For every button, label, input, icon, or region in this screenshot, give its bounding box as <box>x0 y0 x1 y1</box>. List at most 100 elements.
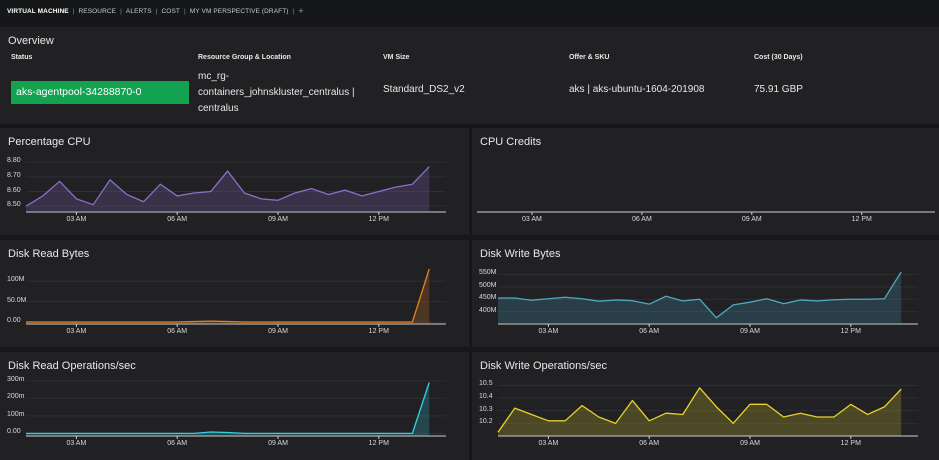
data-point[interactable] <box>547 298 549 300</box>
data-point[interactable] <box>126 193 128 195</box>
data-point[interactable] <box>530 413 532 415</box>
disk-read-bytes-chart[interactable]: 0.00 50.0M 100M 03 AM 06 AM 09 AM 12 PM <box>0 240 469 347</box>
data-point[interactable] <box>900 388 902 390</box>
data-point[interactable] <box>648 420 650 422</box>
data-point[interactable] <box>782 302 784 304</box>
data-point[interactable] <box>226 431 228 433</box>
data-point[interactable] <box>25 321 27 323</box>
data-point[interactable] <box>226 170 228 172</box>
data-point[interactable] <box>665 412 667 414</box>
data-point[interactable] <box>732 304 734 306</box>
data-point[interactable] <box>766 298 768 300</box>
data-point[interactable] <box>260 198 262 200</box>
data-point[interactable] <box>766 403 768 405</box>
data-point[interactable] <box>243 192 245 194</box>
data-point[interactable] <box>75 198 77 200</box>
data-point[interactable] <box>327 193 329 195</box>
data-point[interactable] <box>850 298 852 300</box>
data-point[interactable] <box>394 321 396 323</box>
data-point[interactable] <box>294 192 296 194</box>
series-line[interactable] <box>497 387 902 433</box>
data-point[interactable] <box>25 432 27 434</box>
data-point[interactable] <box>598 416 600 418</box>
data-point[interactable] <box>816 416 818 418</box>
data-point[interactable] <box>310 187 312 189</box>
series-line[interactable] <box>26 268 430 323</box>
data-point[interactable] <box>378 321 380 323</box>
disk-write-bytes-chart[interactable]: 400M 450M 500M 550M 03 AM 06 AM 09 AM 12 PM <box>472 240 939 347</box>
disk-write-ops-chart[interactable]: 10.2 10.3 10.4 10.5 03 AM 06 AM 09 AM 12 PM <box>472 352 939 460</box>
data-point[interactable] <box>497 431 499 433</box>
data-point[interactable] <box>411 321 413 323</box>
data-point[interactable] <box>682 413 684 415</box>
cpu-credits-chart[interactable]: 03 AM 06 AM 09 AM 12 PM <box>472 128 939 235</box>
data-point[interactable] <box>497 297 499 299</box>
data-point[interactable] <box>344 189 346 191</box>
data-point[interactable] <box>614 422 616 424</box>
data-point[interactable] <box>176 321 178 323</box>
status-badge[interactable]: aks-agentpool-34288870-0 <box>11 81 189 104</box>
data-point[interactable] <box>142 201 144 203</box>
data-point[interactable] <box>530 299 532 301</box>
data-point[interactable] <box>193 192 195 194</box>
data-point[interactable] <box>193 320 195 322</box>
data-point[interactable] <box>92 203 94 205</box>
data-point[interactable] <box>226 320 228 322</box>
data-point[interactable] <box>631 399 633 401</box>
data-point[interactable] <box>564 420 566 422</box>
data-point[interactable] <box>598 300 600 302</box>
data-point[interactable] <box>514 297 516 299</box>
data-point[interactable] <box>25 205 27 207</box>
data-point[interactable] <box>581 404 583 406</box>
data-point[interactable] <box>547 420 549 422</box>
tab-my-vm-perspective[interactable]: MY VM PERSPECTIVE (DRAFT) <box>189 7 289 15</box>
data-point[interactable] <box>782 416 784 418</box>
data-point[interactable] <box>564 296 566 298</box>
data-point[interactable] <box>378 190 380 192</box>
series-line[interactable] <box>25 166 430 207</box>
data-point[interactable] <box>732 422 734 424</box>
data-point[interactable] <box>883 298 885 300</box>
data-point[interactable] <box>361 195 363 197</box>
data-point[interactable] <box>833 416 835 418</box>
add-tab-icon[interactable]: + <box>298 6 304 16</box>
data-point[interactable] <box>428 165 430 167</box>
data-point[interactable] <box>193 432 195 434</box>
data-point[interactable] <box>799 299 801 301</box>
data-point[interactable] <box>682 300 684 302</box>
data-point[interactable] <box>428 268 430 270</box>
data-point[interactable] <box>866 413 868 415</box>
data-point[interactable] <box>42 195 44 197</box>
data-point[interactable] <box>176 195 178 197</box>
data-point[interactable] <box>698 387 700 389</box>
data-point[interactable] <box>210 431 212 433</box>
data-point[interactable] <box>581 298 583 300</box>
data-point[interactable] <box>58 180 60 182</box>
data-point[interactable] <box>631 300 633 302</box>
data-point[interactable] <box>698 298 700 300</box>
data-point[interactable] <box>749 301 751 303</box>
data-point[interactable] <box>749 403 751 405</box>
data-point[interactable] <box>614 299 616 301</box>
cpu-chart[interactable]: 8.50 8.60 8.70 8.80 03 AM 06 AM 09 AM 12 PM <box>0 128 469 235</box>
data-point[interactable] <box>210 190 212 192</box>
data-point[interactable] <box>850 403 852 405</box>
data-point[interactable] <box>159 183 161 185</box>
data-point[interactable] <box>394 432 396 434</box>
data-point[interactable] <box>715 406 717 408</box>
data-point[interactable] <box>648 303 650 305</box>
data-point[interactable] <box>243 321 245 323</box>
data-point[interactable] <box>900 271 902 273</box>
data-point[interactable] <box>665 295 667 297</box>
data-point[interactable] <box>866 298 868 300</box>
data-point[interactable] <box>210 320 212 322</box>
data-point[interactable] <box>109 179 111 181</box>
data-point[interactable] <box>411 432 413 434</box>
data-point[interactable] <box>883 406 885 408</box>
data-point[interactable] <box>833 299 835 301</box>
tab-virtual-machine[interactable]: VIRTUAL MACHINE <box>7 7 69 15</box>
data-point[interactable] <box>816 300 818 302</box>
tab-alerts[interactable]: ALERTS <box>125 7 152 15</box>
series-line[interactable] <box>498 271 902 319</box>
data-point[interactable] <box>799 412 801 414</box>
